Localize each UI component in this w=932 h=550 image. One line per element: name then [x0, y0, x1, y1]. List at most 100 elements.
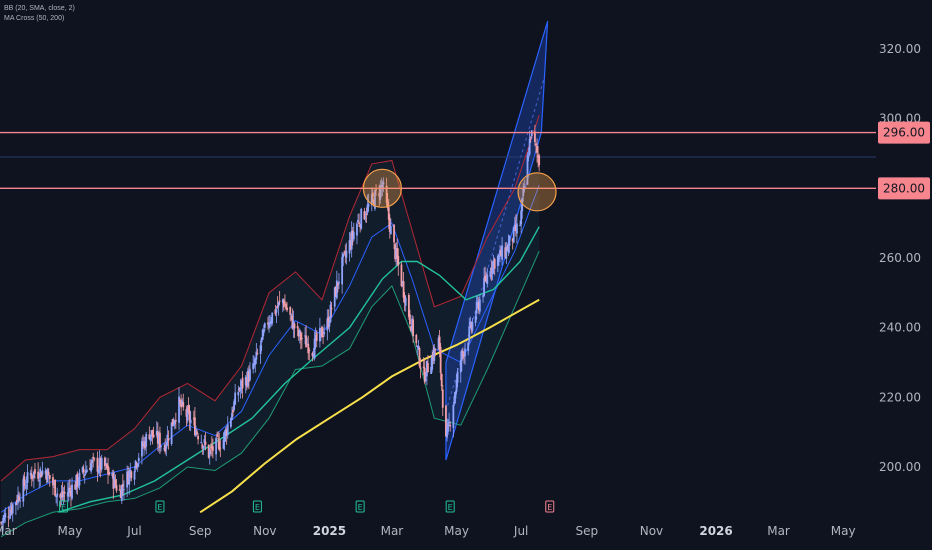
candle-body [538, 155, 541, 166]
candle-body [210, 445, 213, 449]
x-tick-label: 2025 [313, 524, 346, 538]
candle-body [519, 224, 521, 226]
candle-body [432, 352, 435, 360]
candle-body [506, 246, 509, 251]
candle-body [9, 509, 12, 517]
earnings-marker[interactable] [59, 500, 69, 513]
candle-body [167, 438, 170, 441]
legend-ma-cross[interactable]: MA Cross (50, 200) [4, 15, 65, 22]
candle-body [422, 366, 425, 368]
candle-body [152, 434, 155, 438]
candle-body [130, 471, 133, 478]
candle-body [92, 456, 95, 458]
candle-body [445, 405, 447, 437]
candle-body [83, 473, 86, 477]
candle-body [270, 320, 273, 324]
candle-body [419, 367, 422, 369]
candle-body [38, 480, 41, 482]
legend-bb[interactable]: BB (20, SMA, close, 2) [4, 5, 75, 12]
candle-body [381, 185, 384, 189]
earnings-marker[interactable] [155, 500, 165, 513]
highlight-circle[interactable] [517, 172, 557, 212]
candle-body [222, 439, 225, 449]
candle-body [397, 256, 400, 266]
candle-body [404, 297, 407, 306]
candle-body [282, 300, 285, 308]
candle-body [240, 380, 243, 386]
bb-upper-line [0, 115, 540, 482]
earnings-marker[interactable] [355, 500, 365, 513]
candle-body [415, 334, 418, 344]
x-tick-label: Sep [576, 524, 599, 538]
candle-body [489, 270, 492, 278]
price-tag[interactable] [878, 177, 930, 200]
candle-body [212, 446, 214, 451]
candle-body [44, 470, 47, 474]
candle-body [508, 235, 511, 246]
candle-body [112, 473, 115, 489]
candle-body [363, 211, 366, 220]
candle-body [143, 441, 145, 447]
candle-body [293, 323, 296, 329]
candle-body [148, 434, 151, 440]
candle-body [498, 254, 500, 259]
candle-body [151, 429, 154, 437]
candle-body [192, 417, 195, 420]
candle-body [165, 444, 168, 449]
candle-body [203, 439, 206, 443]
candle-body [164, 444, 167, 452]
candle-body [178, 396, 180, 423]
earnings-marker[interactable] [545, 500, 555, 513]
earnings-marker-label: E [157, 503, 162, 512]
candle-body [121, 484, 124, 487]
candle-body [370, 194, 373, 206]
candle-body [179, 399, 181, 403]
candle-body [113, 477, 116, 488]
candle-body [328, 321, 331, 327]
candle-body [200, 441, 203, 443]
candle-body [431, 355, 434, 370]
candle-body [486, 274, 489, 284]
candle-body [297, 330, 300, 337]
candle-body [34, 469, 36, 474]
price-tag[interactable] [878, 121, 930, 144]
candle-body [76, 473, 79, 487]
candle-body [276, 305, 279, 308]
candle-body [189, 419, 192, 424]
candle-body [249, 369, 251, 381]
candle-body [492, 260, 495, 266]
candle-body [358, 222, 360, 225]
candle-body [174, 420, 177, 422]
candle-body [505, 246, 508, 259]
candle-body [512, 226, 515, 243]
bb-lower-line [0, 250, 540, 538]
candle-body [82, 468, 85, 473]
candle-body [106, 463, 108, 469]
candle-body [281, 299, 284, 304]
candle-body [537, 155, 539, 158]
candle-body [402, 281, 405, 298]
candle-body [329, 304, 332, 323]
x-tick-label: May [444, 524, 469, 538]
candle-body [123, 489, 125, 491]
candle-body [344, 253, 347, 256]
candle-body [129, 469, 132, 474]
candle-body [304, 335, 306, 337]
candle-body [8, 516, 11, 518]
highlight-circle[interactable] [362, 168, 402, 208]
x-tick-label: May [831, 524, 856, 538]
candle-body [423, 368, 426, 383]
candle-body [341, 256, 344, 285]
candle-body [170, 422, 173, 444]
earnings-marker[interactable] [252, 500, 262, 513]
candle-body [39, 468, 42, 478]
candle-body [54, 479, 56, 496]
candle-body [217, 438, 220, 440]
candle-body [145, 434, 148, 447]
candle-body [269, 322, 272, 324]
candle-body [31, 475, 34, 478]
earnings-marker[interactable] [445, 500, 455, 513]
candle-body [312, 355, 315, 358]
candle-body [275, 309, 278, 313]
